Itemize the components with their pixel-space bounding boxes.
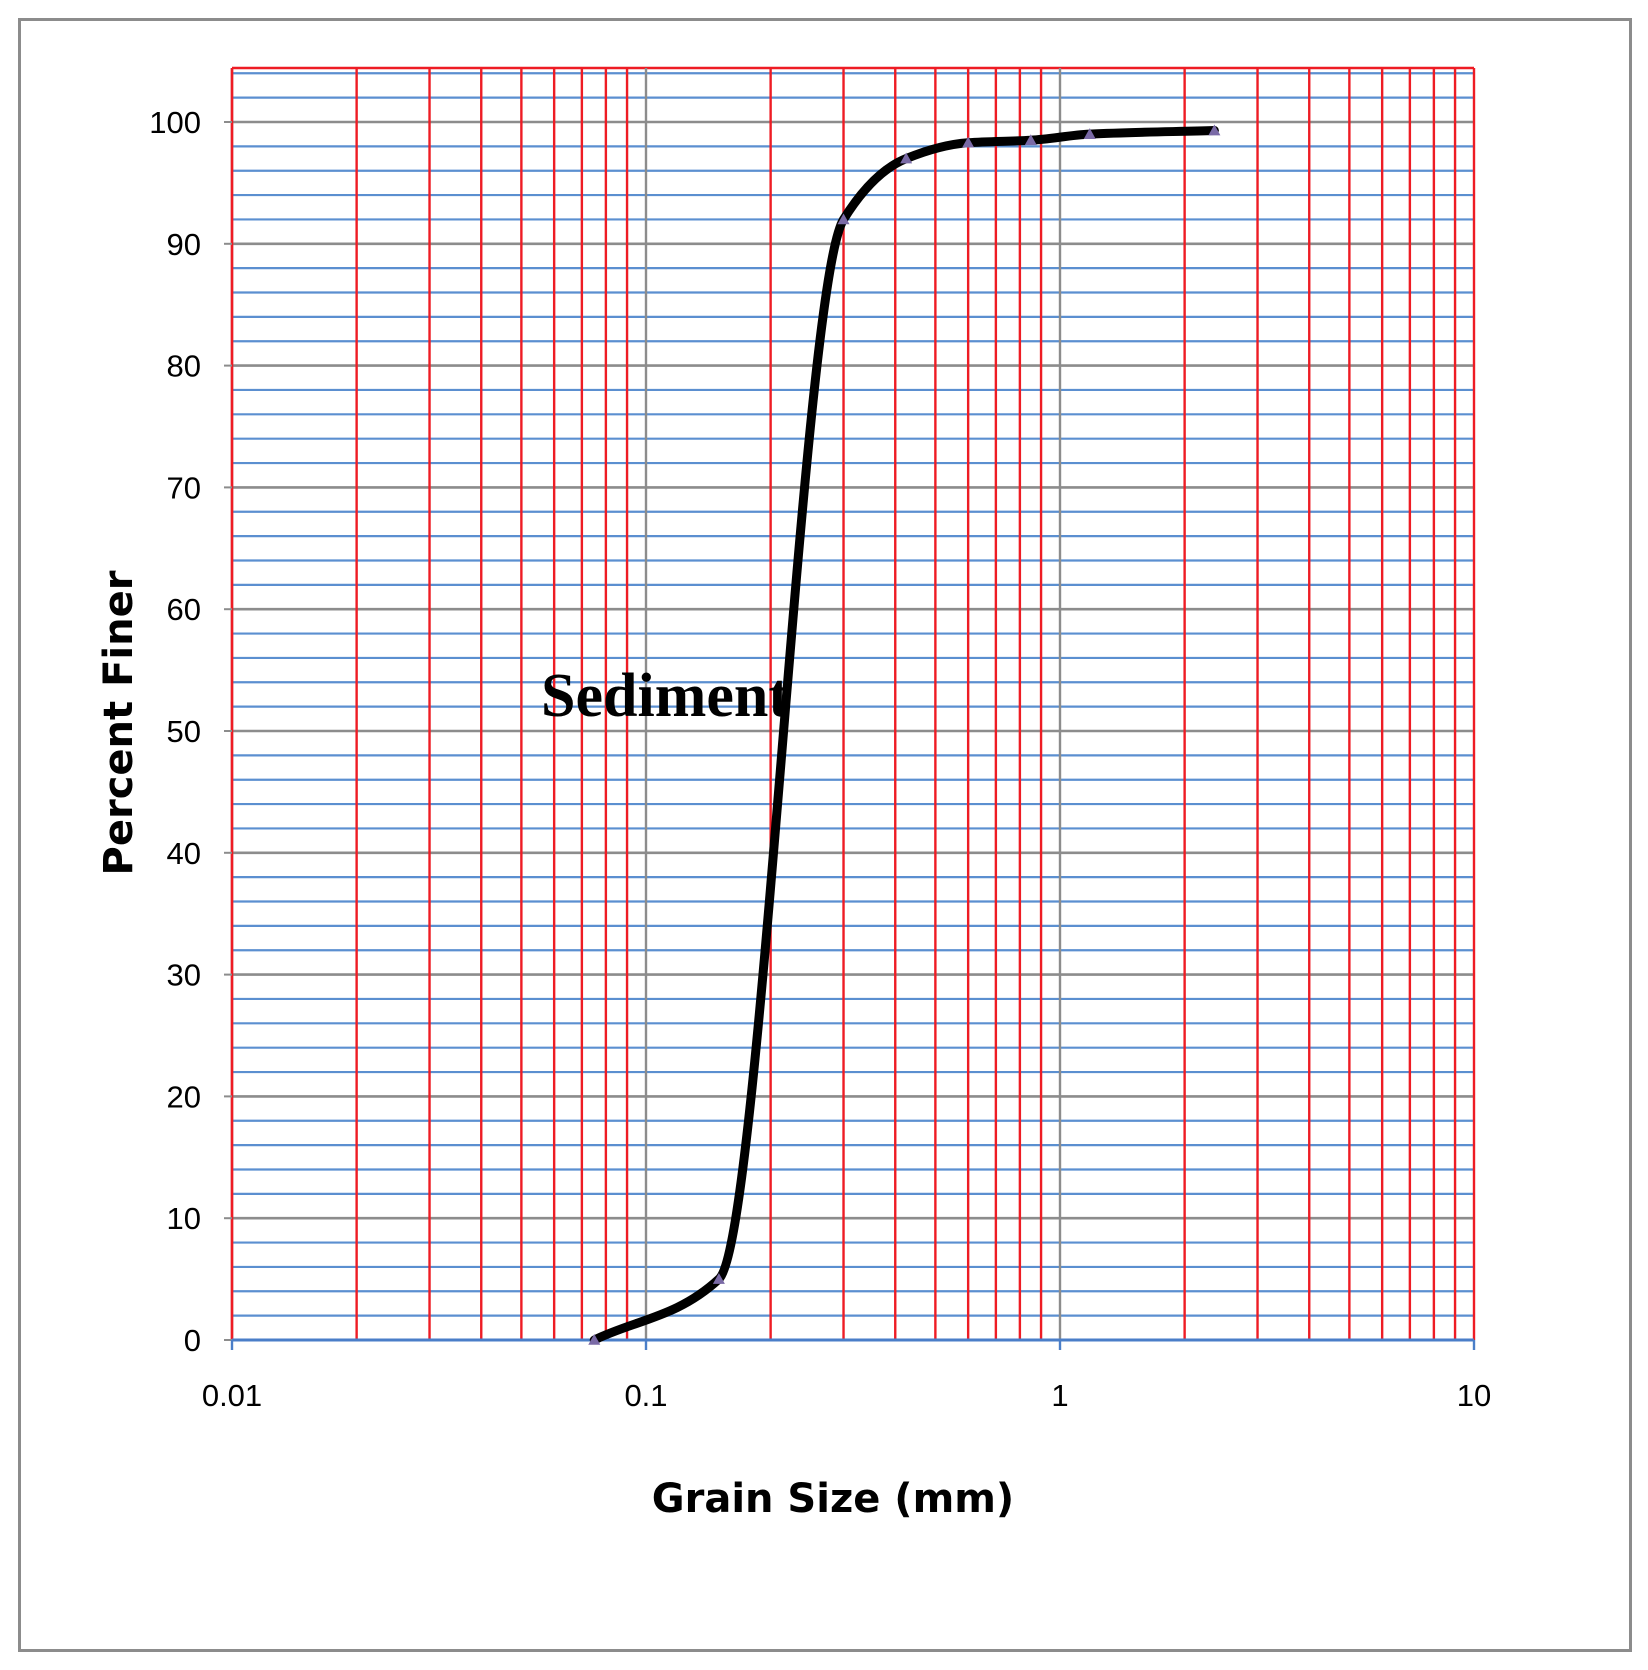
x-axis-title: Grain Size (mm)	[652, 1476, 1014, 1522]
data-point-marker	[962, 136, 975, 148]
y-tick-label: 90	[167, 227, 201, 262]
y-tick-label: 60	[167, 592, 201, 627]
x-tick-label: 0.01	[202, 1378, 262, 1413]
y-tick-labels: 0 10 20 30 40 50 60 70 80 90 100	[149, 105, 201, 1358]
sediment-annotation: Sediment	[541, 662, 789, 730]
data-point-marker	[1024, 134, 1037, 146]
y-axis-title: Percent Finer	[96, 570, 142, 875]
x-tick-label: 10	[1457, 1378, 1491, 1413]
series-layer	[588, 124, 1221, 1345]
y-tick-label: 40	[167, 836, 201, 871]
y-tick-label: 20	[167, 1079, 201, 1114]
data-point-marker	[1083, 128, 1096, 139]
chart-frame: 0 10 20 30 40 50 60 70 80 90 100 0.01 0.1 1 10 Sedime…	[18, 18, 1632, 1652]
horizontal-gridlines	[232, 66, 1474, 1342]
data-point-marker	[588, 1334, 601, 1345]
axes	[224, 68, 1476, 1350]
data-point-marker	[837, 213, 850, 225]
series-line-sediment	[589, 126, 1219, 1345]
data-point-marker	[900, 152, 913, 164]
vertical-gridlines	[230, 68, 1476, 1340]
y-tick-label: 30	[167, 958, 201, 993]
y-tick-label: 10	[167, 1201, 201, 1236]
data-point-marker	[1208, 124, 1221, 136]
y-tick-label: 70	[167, 470, 201, 505]
x-tick-labels: 0.01 0.1 1 10	[202, 1378, 1491, 1413]
data-point-marker	[712, 1273, 725, 1284]
grain-size-chart: 0 10 20 30 40 50 60 70 80 90 100 0.01 0.1 1 10 Sedime…	[96, 66, 1491, 1522]
y-tick-label: 80	[167, 349, 201, 384]
x-tick-label: 1	[1051, 1378, 1068, 1413]
y-tick-label: 100	[149, 105, 201, 140]
y-tick-label: 0	[184, 1323, 201, 1358]
y-tick-label: 50	[167, 714, 201, 749]
x-tick-label: 0.1	[624, 1378, 667, 1413]
